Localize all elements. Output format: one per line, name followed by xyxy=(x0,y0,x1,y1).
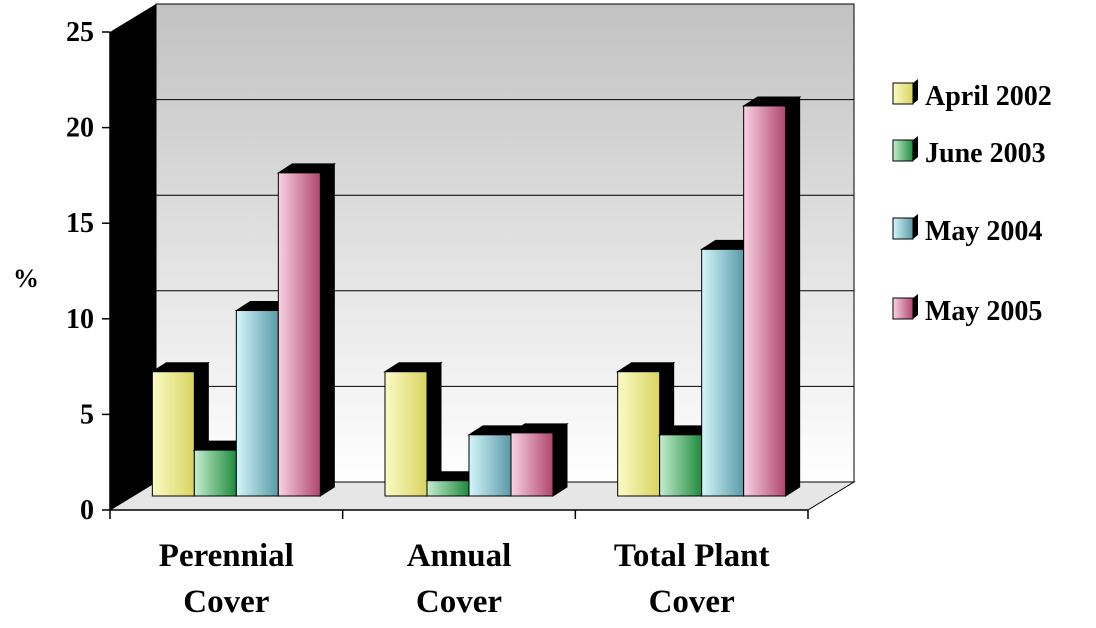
bar xyxy=(276,162,337,497)
x-axis: Perennial Cover Annual Cover Total Plant Cove… xyxy=(109,509,809,620)
legend: April 2002 June 2003 May 2004 May 2005 xyxy=(892,79,1052,327)
legend-swatch-side xyxy=(913,79,918,104)
bar xyxy=(741,96,802,497)
legend-label: June 2003 xyxy=(925,138,1046,169)
legend-swatch xyxy=(892,297,914,320)
bar-front xyxy=(151,371,195,497)
y-tick-label: 10 xyxy=(66,304,94,335)
bar-front xyxy=(426,480,470,497)
bar xyxy=(383,361,443,497)
legend-swatch-side xyxy=(913,294,918,319)
bars xyxy=(150,96,802,497)
legend-swatch-side xyxy=(913,214,918,239)
bar-front xyxy=(193,449,237,497)
bar-front xyxy=(384,371,428,497)
bar-front xyxy=(617,371,661,497)
y-tick-label: 5 xyxy=(80,399,94,430)
legend-swatch-side xyxy=(913,136,918,161)
legend-label: May 2004 xyxy=(925,216,1042,247)
x-tick-label: Annual Cover xyxy=(407,538,512,620)
legend-label: May 2005 xyxy=(925,296,1042,327)
legend-item: May 2004 xyxy=(892,214,1042,247)
legend-swatch xyxy=(892,139,914,162)
bar-side xyxy=(319,162,335,497)
y-axis: 0 5 10 15 20 25 xyxy=(66,17,111,526)
chart-side-wall xyxy=(110,4,156,510)
bar-front xyxy=(277,172,321,497)
legend-item: April 2002 xyxy=(892,79,1052,112)
y-tick-label: 25 xyxy=(66,17,94,48)
bar-side xyxy=(785,96,801,497)
bar-front xyxy=(743,105,787,497)
legend-item: May 2005 xyxy=(892,294,1042,327)
bar-front xyxy=(701,248,745,497)
bar-front xyxy=(510,432,554,497)
bar-front xyxy=(235,310,279,497)
y-tick-label: 15 xyxy=(66,208,94,239)
legend-item: June 2003 xyxy=(892,136,1046,169)
bar-front xyxy=(468,434,512,497)
bar-side xyxy=(552,422,568,497)
y-axis-label: % xyxy=(13,264,39,293)
bar xyxy=(509,422,569,497)
legend-swatch xyxy=(892,217,914,240)
legend-swatch xyxy=(892,82,914,105)
x-tick-label: Total Plant Cover xyxy=(614,538,770,620)
bar-front xyxy=(659,434,703,497)
x-tick-label: Perennial Cover xyxy=(159,538,294,620)
legend-label: April 2002 xyxy=(925,81,1052,112)
y-tick-label: 20 xyxy=(66,113,94,144)
y-tick-label: 0 xyxy=(80,495,94,526)
